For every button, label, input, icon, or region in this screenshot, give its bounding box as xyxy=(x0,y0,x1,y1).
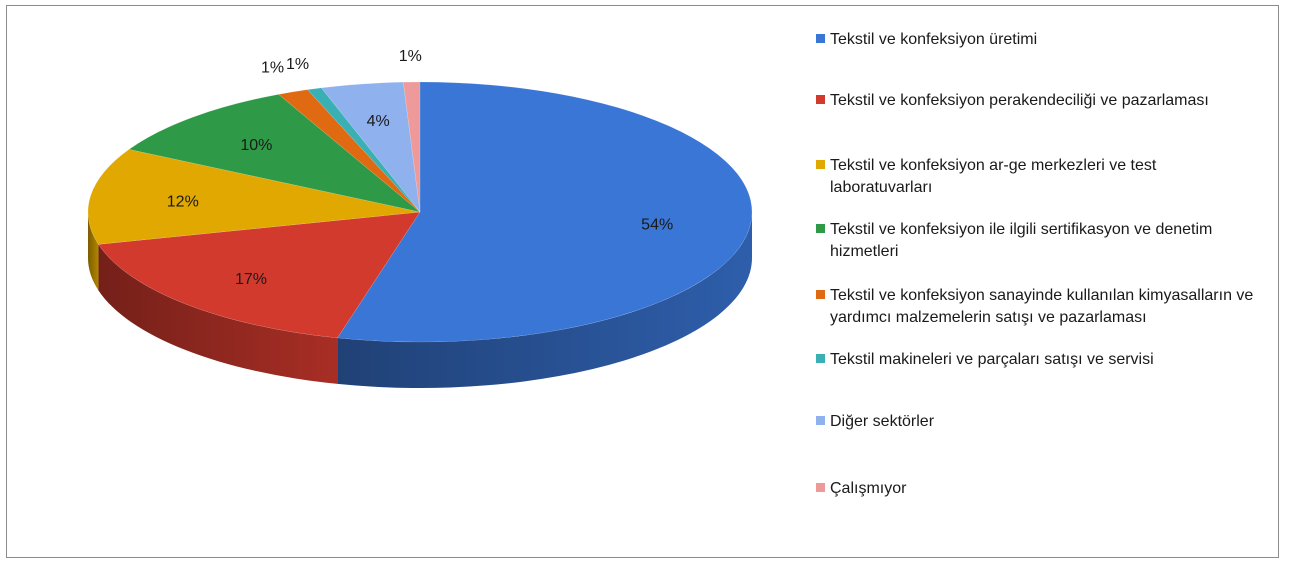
data-label-3: 10% xyxy=(240,137,272,154)
data-label-5: 1% xyxy=(286,56,309,73)
data-label-7: 1% xyxy=(399,48,422,65)
data-label-2: 12% xyxy=(167,193,199,210)
pie-slice-side-2 xyxy=(88,212,99,291)
data-label-0: 54% xyxy=(641,217,673,234)
pie-slice-1[interactable] xyxy=(97,211,421,339)
pie-slice-6[interactable] xyxy=(320,81,421,213)
data-label-1: 17% xyxy=(235,271,267,288)
pie-top-layer xyxy=(87,81,753,343)
pie-data-labels: 54%17%12%10%1% 1%4%1% xyxy=(167,48,673,288)
pie-slice-4[interactable] xyxy=(278,89,421,213)
pie-slice-side-1 xyxy=(98,244,338,384)
pie-slice-0[interactable] xyxy=(336,81,753,343)
data-label-6: 4% xyxy=(367,113,390,130)
pie-slice-2[interactable] xyxy=(87,149,421,245)
pie-slice-side-0 xyxy=(337,212,752,388)
pie-depth-layer xyxy=(88,212,752,388)
pie-slice-7[interactable] xyxy=(403,81,421,213)
data-label-4: 1% xyxy=(261,60,284,77)
pie-slice-5[interactable] xyxy=(307,87,421,213)
pie-slice-3[interactable] xyxy=(128,94,421,213)
